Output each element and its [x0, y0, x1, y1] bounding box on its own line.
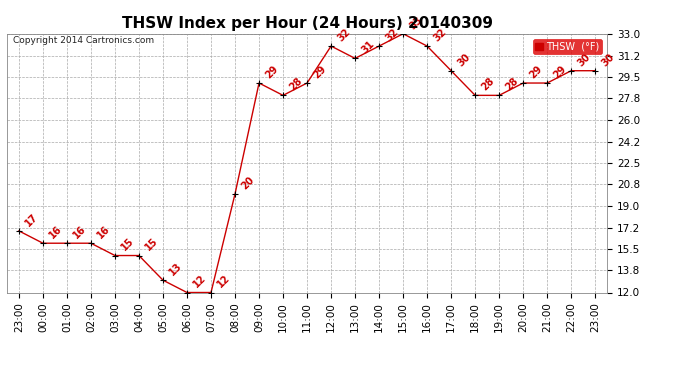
Text: 12: 12: [191, 273, 208, 290]
Text: 12: 12: [215, 273, 232, 290]
Text: 15: 15: [143, 236, 160, 253]
Text: 29: 29: [263, 64, 280, 80]
Text: 29: 29: [527, 64, 544, 80]
Text: 29: 29: [551, 64, 568, 80]
Text: 30: 30: [575, 51, 592, 68]
Text: 33: 33: [407, 14, 424, 31]
Text: 17: 17: [23, 211, 40, 228]
Text: Copyright 2014 Cartronics.com: Copyright 2014 Cartronics.com: [13, 36, 154, 45]
Text: 16: 16: [71, 224, 88, 240]
Text: 32: 32: [335, 27, 352, 43]
Text: 28: 28: [287, 76, 304, 93]
Text: 28: 28: [480, 76, 496, 93]
Text: 20: 20: [239, 174, 256, 191]
Text: 28: 28: [503, 76, 520, 93]
Legend: THSW  (°F): THSW (°F): [533, 39, 602, 54]
Text: 15: 15: [119, 236, 136, 253]
Text: 30: 30: [455, 51, 472, 68]
Text: 32: 32: [431, 27, 448, 43]
Text: 16: 16: [95, 224, 112, 240]
Text: 32: 32: [383, 27, 400, 43]
Text: 31: 31: [359, 39, 376, 56]
Title: THSW Index per Hour (24 Hours) 20140309: THSW Index per Hour (24 Hours) 20140309: [121, 16, 493, 31]
Text: 29: 29: [311, 64, 328, 80]
Text: 16: 16: [47, 224, 63, 240]
Text: 30: 30: [600, 51, 616, 68]
Text: 13: 13: [167, 261, 184, 278]
